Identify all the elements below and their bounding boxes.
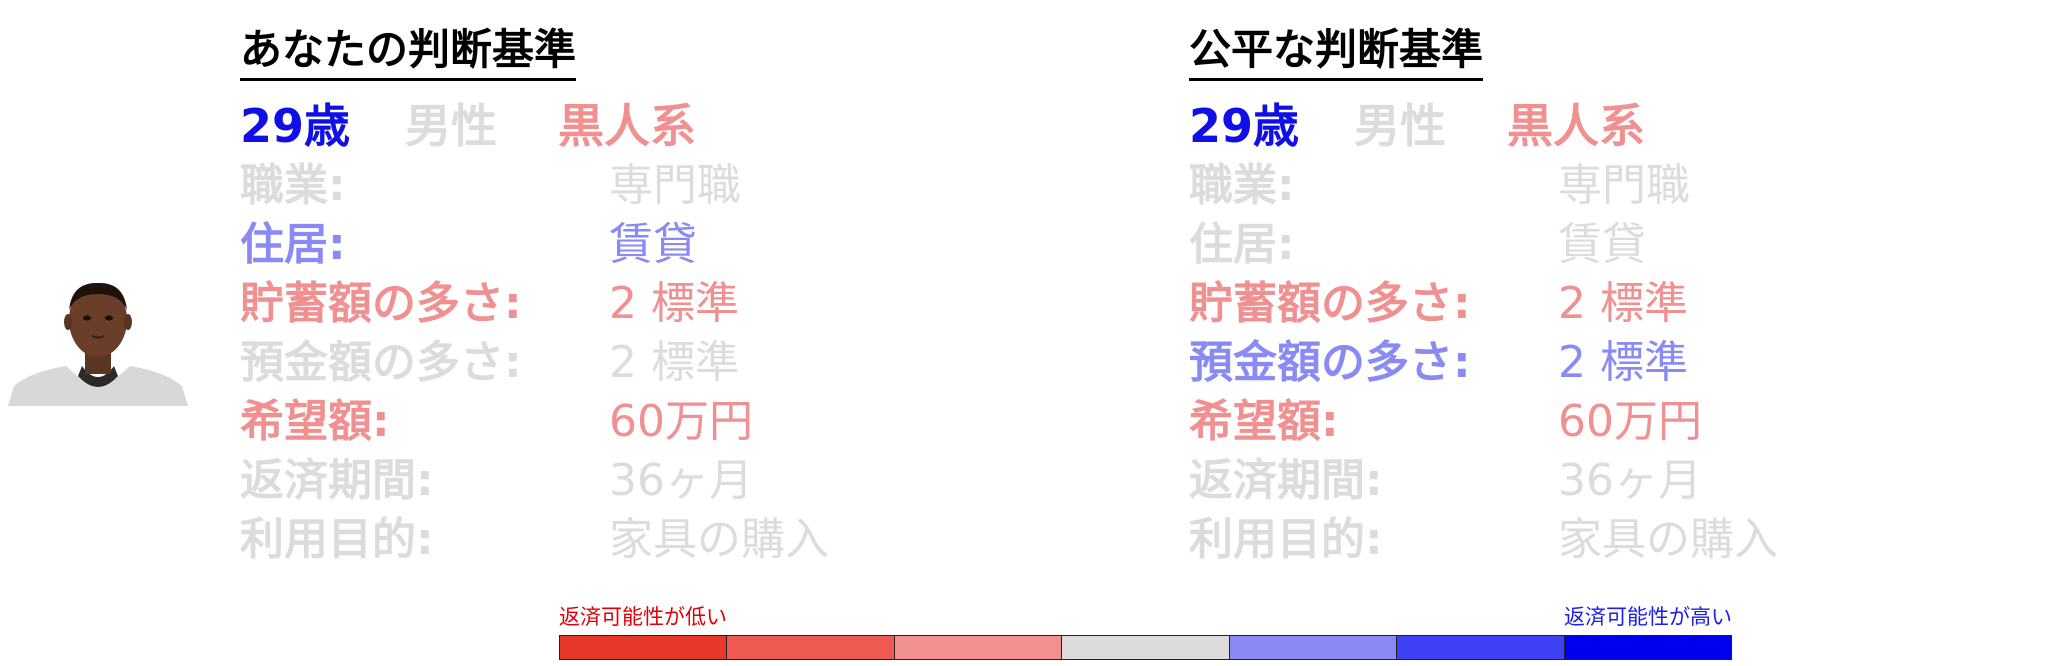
panel-title: あなたの判断基準 [240, 22, 577, 81]
attribute-value: 36ヶ月 [1558, 455, 1702, 506]
attribute-row-savings: 貯蓄額の多さ: 2 標準 [240, 274, 1000, 333]
demographic-age: 29歳 [240, 99, 351, 153]
repayment-likelihood-legend: 返済可能性が低い 返済可能性が高い [559, 604, 1732, 660]
attribute-label: 貯蓄額の多さ: [1189, 278, 1471, 329]
attribute-row-deposits: 預金額の多さ: 2 標準 [1189, 333, 1949, 392]
scale-segment-6 [1397, 636, 1565, 659]
attribute-row-repayment-period: 返済期間: 36ヶ月 [1189, 451, 1949, 510]
attribute-label: 利用目的: [240, 514, 434, 565]
attribute-label: 住居: [240, 219, 346, 270]
demographic-gender: 男性 [1354, 99, 1446, 153]
attribute-label: 返済期間: [1189, 455, 1383, 506]
attribute-row-purpose: 利用目的: 家具の購入 [240, 510, 1000, 569]
attribute-value: 賃貸 [1558, 219, 1646, 270]
attribute-value: 2 標準 [1558, 337, 1688, 388]
attribute-row-housing: 住居: 賃貸 [240, 215, 1000, 274]
attribute-label: 住居: [1189, 219, 1295, 270]
attribute-label: 希望額: [1189, 396, 1339, 447]
attribute-row-requested-amount: 希望額: 60万円 [240, 392, 1000, 451]
attribute-value: 賃貸 [609, 219, 697, 270]
attribute-label: 貯蓄額の多さ: [240, 278, 522, 329]
demographic-age: 29歳 [1189, 99, 1300, 153]
my-criteria-panel: あなたの判断基準 29歳 男性 黒人系 職業: 専門職 住居: 賃貸 貯蓄額の多… [240, 18, 1000, 578]
fair-criteria-panel: 公平な判断基準 29歳 男性 黒人系 職業: 専門職 住居: 賃貸 貯蓄額の多さ… [1189, 18, 1949, 578]
attribute-row-housing: 住居: 賃貸 [1189, 215, 1949, 274]
demographic-race: 黒人系 [1507, 99, 1645, 153]
scale-segment-3 [894, 636, 1063, 659]
attribute-label: 返済期間: [240, 455, 434, 506]
attribute-value: 60万円 [1558, 396, 1702, 447]
person-photo-icon [8, 282, 188, 406]
attribute-row-purpose: 利用目的: 家具の購入 [1189, 510, 1949, 569]
attribute-row-occupation: 職業: 専門職 [240, 156, 1000, 215]
attribute-row-occupation: 職業: 専門職 [1189, 156, 1949, 215]
attribute-label: 預金額の多さ: [1189, 337, 1471, 388]
attribute-value: 専門職 [1558, 160, 1690, 211]
legend-low-label: 返済可能性が低い [559, 605, 727, 629]
attribute-value: 家具の購入 [609, 514, 829, 565]
attribute-row-deposits: 預金額の多さ: 2 標準 [240, 333, 1000, 392]
demographic-race: 黒人系 [558, 99, 696, 153]
color-scale-bar [559, 635, 1732, 660]
legend-high-label: 返済可能性が高い [1564, 605, 1732, 629]
attribute-row-repayment-period: 返済期間: 36ヶ月 [240, 451, 1000, 510]
panel-title: 公平な判断基準 [1189, 22, 1484, 81]
attribute-label: 職業: [1189, 160, 1295, 211]
attribute-value: 60万円 [609, 396, 753, 447]
demographic-gender: 男性 [405, 99, 497, 153]
scale-segment-7 [1564, 636, 1731, 659]
scale-segment-4 [1062, 636, 1230, 659]
attribute-value: 2 標準 [1558, 278, 1688, 329]
attribute-label: 希望額: [240, 396, 390, 447]
attribute-value: 専門職 [609, 160, 741, 211]
attribute-label: 利用目的: [1189, 514, 1383, 565]
attribute-value: 36ヶ月 [609, 455, 753, 506]
scale-segment-5 [1229, 636, 1398, 659]
attribute-value: 2 標準 [609, 278, 739, 329]
attribute-row-savings: 貯蓄額の多さ: 2 標準 [1189, 274, 1949, 333]
attribute-value: 2 標準 [609, 337, 739, 388]
attribute-label: 職業: [240, 160, 346, 211]
attribute-value: 家具の購入 [1558, 514, 1778, 565]
scale-segment-1 [560, 636, 728, 659]
scale-segment-2 [727, 636, 895, 659]
attribute-label: 預金額の多さ: [240, 337, 522, 388]
attribute-row-requested-amount: 希望額: 60万円 [1189, 392, 1949, 451]
